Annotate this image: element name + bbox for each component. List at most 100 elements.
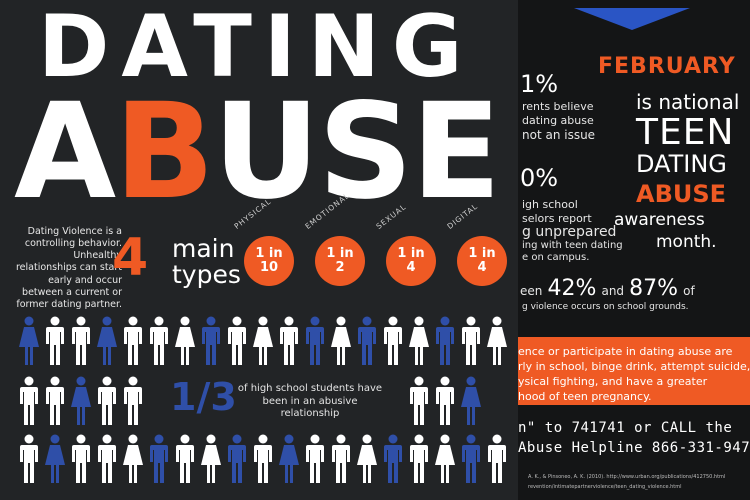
ratio-line2: 10	[259, 260, 279, 275]
definition-text: Dating Violence is a controlling behavio…	[15, 226, 122, 310]
types-word-main: main	[172, 234, 235, 263]
types-label: main types	[150, 234, 241, 290]
ratio-line1: 1 in	[397, 245, 425, 261]
risk-line3: ysical fighting, and have a greater	[518, 375, 708, 388]
female-figure-icon	[19, 316, 39, 365]
male-figure-icon	[150, 316, 168, 365]
male-figure-icon	[462, 434, 480, 483]
stat1-percent: 1%	[520, 70, 559, 98]
male-figure-icon	[384, 316, 402, 365]
male-figure-icon	[462, 316, 480, 365]
female-figure-icon	[331, 316, 351, 365]
ratio-line2: 2	[335, 260, 345, 275]
stat3-percent-a: 42%	[547, 276, 597, 301]
male-figure-icon	[410, 434, 428, 483]
ratio-line1: 1 in	[326, 245, 354, 261]
male-figure-icon	[46, 316, 64, 365]
female-figure-icon	[409, 316, 429, 365]
abuse-text: ABUSE	[636, 180, 727, 208]
stat2-line5: e on campus.	[522, 252, 590, 263]
female-figure-icon	[435, 434, 455, 483]
headline-dating: DATING	[38, 0, 475, 97]
ratio-circle-physical: 1 in 10	[244, 236, 294, 286]
ratio-line2: 4	[406, 260, 416, 275]
types-word-types: types	[172, 260, 241, 290]
male-figure-icon	[98, 434, 116, 483]
male-figure-icon	[72, 434, 90, 483]
male-figure-icon	[280, 316, 298, 365]
male-figure-icon	[436, 376, 454, 425]
female-figure-icon	[123, 434, 143, 483]
awareness-text: awareness	[614, 210, 705, 230]
male-figure-icon	[150, 434, 168, 483]
female-figure-icon	[201, 434, 221, 483]
ratio-circle-emotional: 1 in 2	[315, 236, 365, 286]
male-figure-icon	[20, 434, 38, 483]
headline-letter-a: A	[14, 75, 116, 229]
male-figure-icon	[384, 434, 402, 483]
male-figure-icon	[72, 316, 90, 365]
risk-line2: rly in school, binge drink, attempt suic…	[518, 360, 750, 373]
ratio-line2: 4	[477, 260, 487, 275]
national-text: is national	[636, 90, 740, 114]
source-line1: A. K., & Pinsoneo, A. K. (2010). http://…	[528, 474, 726, 480]
headline-letter-b: B	[114, 75, 215, 229]
male-figure-icon	[228, 316, 246, 365]
people-pictogram	[18, 316, 518, 500]
male-figure-icon	[124, 376, 142, 425]
stat2-line2: selors report	[522, 212, 592, 225]
stat2-line4: ing with teen dating	[522, 240, 623, 251]
stat3-and: and	[601, 284, 625, 298]
stat3-row: een 42% and 87% of	[520, 276, 695, 301]
ratio-line1: 1 in	[255, 245, 283, 261]
female-figure-icon	[71, 376, 91, 425]
stat3-of: of	[683, 284, 695, 298]
ratio-circle-sexual: 1 in 4	[386, 236, 436, 286]
male-figure-icon	[306, 316, 324, 365]
risk-callout: ence or participate in dating abuse are …	[518, 337, 750, 405]
stat2-line1: igh school	[522, 198, 578, 211]
male-figure-icon	[410, 376, 428, 425]
male-figure-icon	[306, 434, 324, 483]
right-panel: 1% rents believe dating abuse not an iss…	[518, 0, 750, 500]
stat3-percent-b: 87%	[629, 276, 679, 301]
teen-text: TEEN	[636, 112, 735, 153]
male-figure-icon	[20, 376, 38, 425]
male-figure-icon	[228, 434, 246, 483]
female-figure-icon	[45, 434, 65, 483]
female-figure-icon	[357, 434, 377, 483]
hotline-line1: n" to 741741 or CALL the	[518, 420, 733, 436]
ratio-circle-digital: 1 in 4	[457, 236, 507, 286]
male-figure-icon	[436, 316, 454, 365]
stat2-percent: 0%	[520, 164, 559, 192]
male-figure-icon	[176, 434, 194, 483]
chevron-down-icon	[574, 8, 690, 30]
female-figure-icon	[97, 316, 117, 365]
male-figure-icon	[202, 316, 220, 365]
female-figure-icon	[175, 316, 195, 365]
male-figure-icon	[488, 434, 506, 483]
stat1-line2: dating abuse	[522, 114, 594, 127]
ratio-line1: 1 in	[468, 245, 496, 261]
male-figure-icon	[124, 316, 142, 365]
male-figure-icon	[46, 376, 64, 425]
female-figure-icon	[487, 316, 507, 365]
headline-abuse: ABUSE	[14, 86, 501, 218]
male-figure-icon	[98, 376, 116, 425]
stat1-line1: rents believe	[522, 100, 594, 113]
risk-line4: hood of teen pregnancy.	[518, 390, 652, 403]
risk-line1: ence or participate in dating abuse are	[518, 345, 733, 358]
left-panel: DATING ABUSE Dating Violence is a contro…	[0, 0, 518, 500]
fraction-value: 1/3	[170, 375, 237, 419]
male-figure-icon	[254, 434, 272, 483]
month-text: month.	[656, 232, 717, 252]
source-line2: revention/intimatepartnerviolence/teen_d…	[528, 484, 682, 490]
february-heading: FEBRUARY	[598, 54, 736, 79]
hotline-line2: Abuse Helpline 866-331-9474	[518, 440, 750, 456]
male-figure-icon	[332, 434, 350, 483]
types-number: 4	[112, 228, 149, 288]
dating-text: DATING	[636, 150, 727, 178]
stat2-line3: g unprepared	[522, 224, 617, 240]
stat3-prefix: een	[520, 284, 543, 298]
fraction-caption: of high school students have been in an …	[237, 383, 383, 419]
